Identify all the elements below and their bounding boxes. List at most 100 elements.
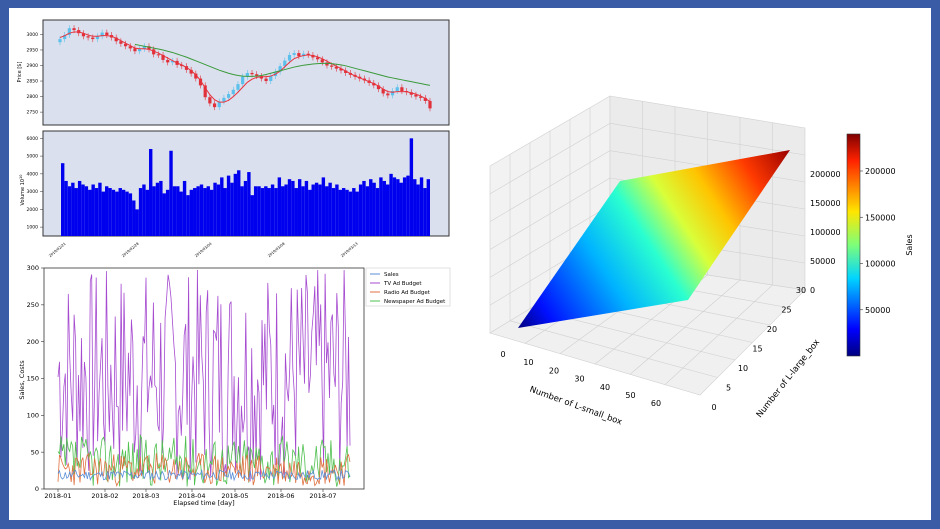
volume-bar	[108, 188, 112, 236]
candle-body	[72, 28, 76, 31]
volume-bar	[71, 182, 75, 236]
surface-y-tick-label: 5	[726, 384, 731, 393]
candle-body	[142, 46, 146, 49]
volume-bar	[372, 182, 376, 236]
candle-body	[428, 100, 432, 109]
surface-y-tick-label: 10	[738, 364, 748, 373]
volume-bar	[155, 182, 160, 236]
line-y-ticks: 0 50 100 150 200 250 300	[27, 264, 44, 493]
candle-body	[105, 32, 109, 36]
volume-y-label: Volume 1010	[19, 174, 26, 205]
surface-y-tick-label: 25	[781, 306, 791, 315]
candle-body	[241, 76, 245, 85]
volume-y-tick-label: 1000	[27, 225, 39, 231]
line-y-tick-label: 100	[27, 412, 39, 420]
line-chart: 0 50 100 150 200 250 300 2018-01 2018-02 2018-03…	[18, 264, 451, 507]
volume-bar	[328, 182, 332, 236]
volume-bar	[216, 184, 221, 236]
legend-label: Radio Ad Budget	[384, 290, 431, 296]
candle-body	[161, 54, 165, 60]
candle-body	[339, 68, 343, 71]
candle-body	[372, 82, 376, 86]
line-x-tick-label: 2018-05	[221, 492, 248, 500]
surface-x-tick-label: 0	[500, 350, 505, 359]
volume-bar	[308, 189, 312, 236]
volume-bar	[352, 188, 356, 236]
volume-x-ticks: 2019/02/21 2019/02/28 2019/03/04 2019/03/08…	[48, 241, 358, 258]
volume-bar	[379, 177, 383, 236]
candle-body	[194, 73, 198, 79]
volume-bar	[362, 180, 366, 236]
line-y-tick-label: 300	[27, 264, 39, 272]
candle-body	[297, 53, 301, 57]
candle-body	[208, 97, 212, 104]
surface-z-tick-label: 150000	[810, 199, 841, 208]
volume-bar	[64, 180, 68, 236]
volume-bar	[325, 186, 329, 236]
candle-body	[381, 89, 385, 94]
surface-z-tick-label: 200000	[810, 170, 841, 179]
line-x-tick-label: 2018-02	[91, 492, 118, 500]
candle-body	[245, 72, 249, 77]
surface-x-tick-label: 10	[523, 358, 533, 367]
candle-body	[67, 28, 71, 36]
volume-bar	[182, 180, 187, 236]
colorbar-tick-label: 100000	[865, 260, 896, 269]
surface-x-tick-label: 40	[600, 383, 610, 392]
volume-x-tick-label: 2019/03/13	[340, 242, 358, 258]
line-series-group	[57, 269, 351, 487]
volume-bar	[318, 184, 322, 236]
volume-bar	[413, 179, 417, 236]
volume-bar	[220, 177, 224, 236]
volume-x-tick-label: 2019/03/08	[267, 241, 286, 258]
candle-body	[114, 37, 118, 42]
line-y-tick-label: 200	[27, 338, 39, 346]
volume-bar	[84, 186, 89, 236]
candle-y-tick-label: 2900	[27, 63, 39, 69]
surface-y-label: Number of L-large_box	[755, 338, 822, 420]
candle-body	[330, 65, 334, 67]
volume-bar	[233, 173, 238, 236]
volume-bar	[260, 188, 265, 236]
volume-bar	[230, 182, 234, 236]
candle-body	[311, 54, 315, 58]
candle-body	[414, 94, 418, 97]
candle-y-tick-label: 2950	[27, 47, 39, 53]
volume-bar	[409, 138, 414, 236]
volume-bar	[145, 189, 150, 236]
candle-body	[236, 84, 240, 90]
volume-bar	[172, 186, 177, 236]
surface-x-tick-label: 30	[574, 375, 584, 384]
line-x-ticks: 2018-01 2018-02 2018-03 2018-04 2018-05 2018-…	[44, 489, 337, 500]
candle-body	[147, 46, 151, 50]
candle-body	[386, 93, 390, 96]
candle-body	[278, 66, 282, 72]
candle-body	[390, 90, 395, 96]
volume-bar	[213, 182, 217, 236]
candle-body	[156, 54, 160, 56]
candle-body	[376, 85, 381, 90]
volume-bar	[152, 186, 156, 236]
volume-bar	[389, 173, 393, 236]
candle-body	[203, 85, 207, 98]
volume-x-tick-label: 2019/03/04	[194, 241, 213, 258]
volume-bar	[358, 184, 363, 236]
volume-bar	[385, 184, 390, 236]
candle-body	[212, 103, 217, 108]
surface-plane	[518, 150, 790, 328]
volume-bar	[264, 186, 268, 236]
volume-bar	[199, 184, 204, 236]
colorbar-label: Sales	[905, 234, 914, 255]
candle-body	[189, 69, 193, 74]
line-x-tick-label: 2018-06	[267, 492, 294, 500]
candle-body	[419, 96, 423, 98]
colorbar-tick-label: 50000	[865, 306, 890, 315]
line-y-label: Sales, Costs	[18, 360, 26, 400]
volume-bar	[111, 189, 116, 236]
candle-body	[128, 46, 132, 49]
candle-body	[255, 74, 259, 77]
volume-bar	[345, 189, 349, 236]
candle-body	[287, 54, 292, 61]
candle-body	[344, 70, 348, 73]
